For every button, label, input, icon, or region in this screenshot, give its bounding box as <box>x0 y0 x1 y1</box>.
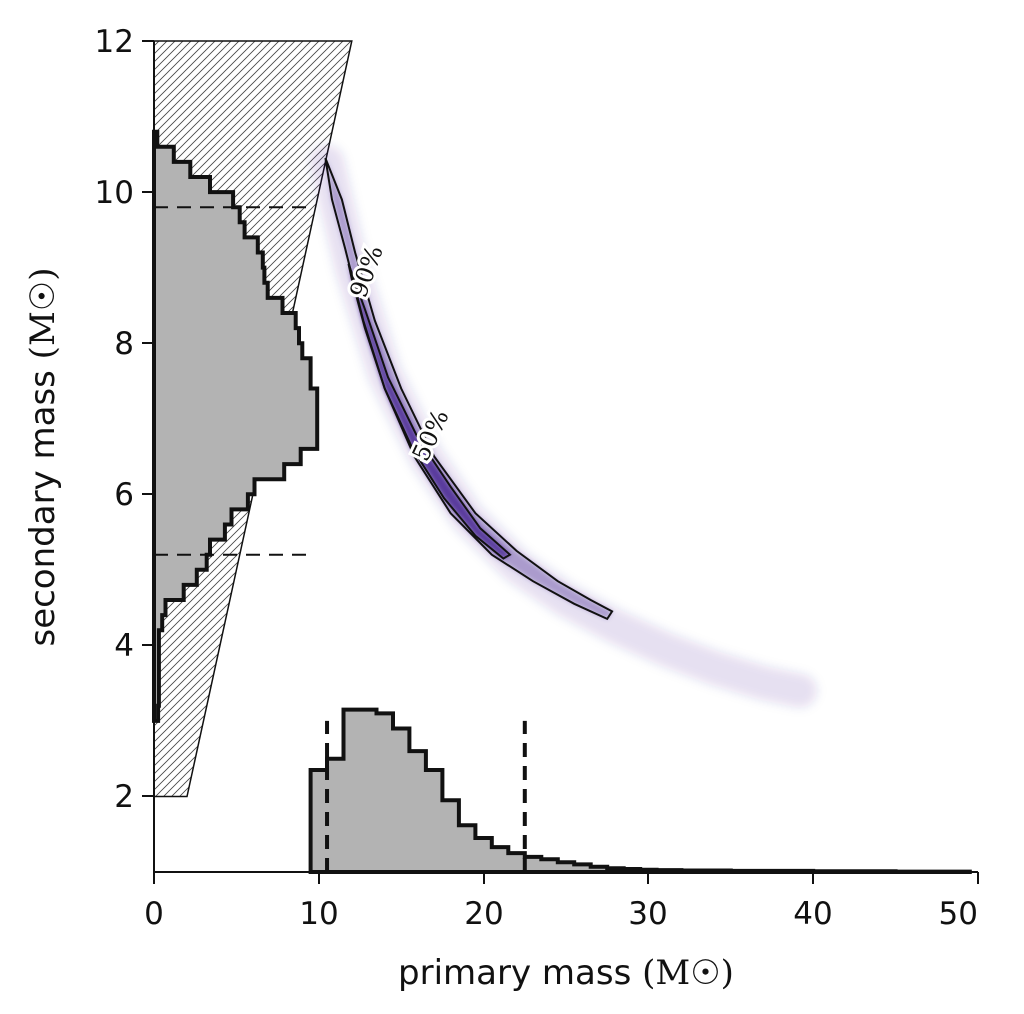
x-axis-label: primary mass <box>398 953 631 993</box>
y-axis-title: secondary mass (M☉) <box>23 267 63 646</box>
y-tick: 8 <box>114 326 154 362</box>
x-axis-title: primary mass (M☉) <box>398 953 734 993</box>
x-tick: 40 <box>793 872 833 932</box>
posterior-density <box>310 144 817 708</box>
credible-contours <box>324 157 614 621</box>
x-tick: 30 <box>628 872 668 932</box>
contour-90 <box>324 157 614 621</box>
x-tick-label: 30 <box>628 896 667 932</box>
y-tick: 6 <box>114 477 154 513</box>
y-tick-label: 4 <box>114 628 134 664</box>
x-axis-unit: (M☉) <box>642 953 734 993</box>
x-tick: 0 <box>144 872 164 932</box>
x-tick-label: 50 <box>939 896 978 932</box>
x-tick: 20 <box>464 872 504 932</box>
x-tick: 50 <box>939 872 979 932</box>
x-tick-label: 20 <box>464 896 503 932</box>
secondary-mass-histogram <box>152 129 320 723</box>
y-tick: 4 <box>114 628 154 664</box>
density-halo <box>310 144 817 708</box>
y-tick-label: 8 <box>114 326 134 362</box>
y-tick-label: 12 <box>95 24 134 60</box>
x-tick-label: 10 <box>299 896 338 932</box>
y-axis-unit: (M☉) <box>23 267 63 359</box>
y-tick-label: 6 <box>114 477 134 513</box>
x-tick-label: 40 <box>793 896 832 932</box>
x-tick: 10 <box>299 872 339 932</box>
secondary-histogram-bars <box>152 129 320 723</box>
contour-50 <box>347 263 512 560</box>
x-ticks: 0 10 20 30 40 50 <box>144 872 979 932</box>
y-tick: 12 <box>95 24 154 60</box>
density-90-region <box>325 158 613 619</box>
primary-histogram-bars <box>308 707 972 874</box>
y-tick: 10 <box>95 175 154 211</box>
y-tick-label: 10 <box>95 175 134 211</box>
y-ticks: 2 4 6 8 10 12 <box>95 24 154 815</box>
plot-area: 90% 50% <box>152 40 972 874</box>
y-axis-label: secondary mass <box>23 370 63 646</box>
x-tick-label: 0 <box>144 896 164 932</box>
y-tick-label: 2 <box>114 779 134 815</box>
axes: 0 10 20 30 40 50 2 4 6 8 10 12 primary m… <box>23 24 979 993</box>
y-tick: 2 <box>114 779 154 815</box>
primary-mass-histogram <box>308 707 972 874</box>
